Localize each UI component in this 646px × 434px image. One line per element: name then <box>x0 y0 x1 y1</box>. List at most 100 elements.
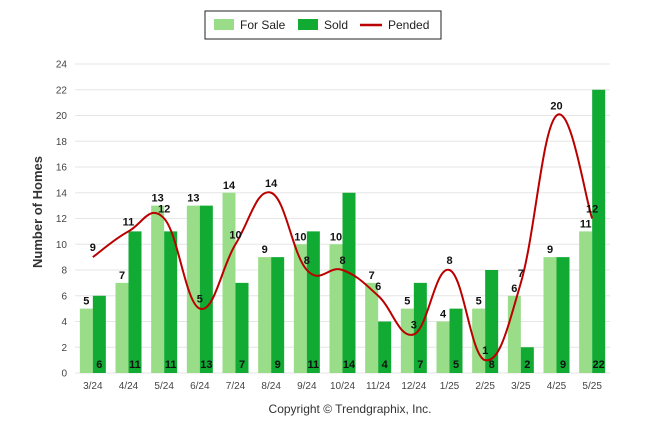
y-axis-label: Number of Homes <box>30 156 45 268</box>
bar-for-sale <box>400 308 414 373</box>
data-label-sold: 8 <box>489 359 495 371</box>
bar-sold <box>199 205 213 373</box>
bar-sold <box>128 231 142 373</box>
data-label-sold: 22 <box>593 359 605 371</box>
data-label-for-sale: 9 <box>262 244 268 256</box>
bar-for-sale <box>186 205 200 373</box>
legend-swatch-sold <box>298 19 318 30</box>
x-tick-label: 3/24 <box>83 381 103 392</box>
bar-sold <box>235 282 249 373</box>
data-label-pended: 10 <box>229 229 241 241</box>
bar-sold <box>556 257 570 373</box>
y-tick-label: 6 <box>61 291 67 302</box>
data-label-pended: 9 <box>90 242 96 254</box>
data-label-sold: 13 <box>200 359 212 371</box>
y-tick-label: 12 <box>56 214 68 225</box>
bar-for-sale <box>258 257 272 373</box>
bar-sold <box>485 270 499 373</box>
bar-for-sale <box>79 308 93 373</box>
bar-for-sale <box>579 231 593 373</box>
y-tick-label: 4 <box>61 317 67 328</box>
x-tick-label: 5/25 <box>582 381 602 392</box>
data-label-pended: 8 <box>304 255 310 267</box>
x-tick-label: 7/24 <box>226 381 246 392</box>
data-label-sold: 7 <box>417 359 423 371</box>
x-tick-label: 3/25 <box>511 381 531 392</box>
data-label-sold: 11 <box>308 359 320 371</box>
data-label-for-sale: 13 <box>152 193 164 205</box>
data-label-pended: 12 <box>586 204 598 216</box>
x-tick-label: 5/24 <box>154 381 174 392</box>
bar-for-sale <box>436 321 450 373</box>
y-tick-label: 8 <box>61 266 67 277</box>
data-label-pended: 14 <box>265 178 278 190</box>
data-label-pended: 6 <box>375 281 381 293</box>
data-label-for-sale: 4 <box>440 309 447 321</box>
data-label-sold: 9 <box>560 359 566 371</box>
line-pended <box>92 113 594 362</box>
bar-for-sale <box>151 205 165 373</box>
x-tick-label: 1/25 <box>440 381 460 392</box>
data-label-pended: 3 <box>411 319 417 331</box>
y-tick-label: 22 <box>56 85 68 96</box>
y-tick-label: 18 <box>56 137 68 148</box>
data-label-for-sale: 9 <box>547 244 553 256</box>
copyright: Copyright © Trendgraphix, Inc. <box>269 402 432 416</box>
data-label-sold: 2 <box>524 359 530 371</box>
data-label-pended: 8 <box>339 255 345 267</box>
bar-sold <box>271 257 285 373</box>
data-label-for-sale: 10 <box>330 231 342 243</box>
data-label-for-sale: 13 <box>187 193 199 205</box>
legend-label-sold: Sold <box>324 18 348 32</box>
data-label-pended: 11 <box>123 216 135 228</box>
x-tick-label: 2/25 <box>475 381 495 392</box>
y-tick-label: 10 <box>56 240 68 251</box>
data-label-for-sale: 6 <box>511 283 517 295</box>
x-tick-label: 12/24 <box>401 381 426 392</box>
data-label-pended: 8 <box>446 255 452 267</box>
y-tick-label: 14 <box>56 188 68 199</box>
data-label-sold: 9 <box>275 359 281 371</box>
x-tick-label: 4/24 <box>119 381 139 392</box>
data-label-for-sale: 14 <box>223 180 236 192</box>
data-label-for-sale: 5 <box>83 296 89 308</box>
data-label-for-sale: 5 <box>404 296 410 308</box>
y-tick-label: 16 <box>56 163 68 174</box>
data-label-sold: 6 <box>96 359 102 371</box>
bar-sold <box>92 295 106 373</box>
bar-sold <box>592 89 606 373</box>
data-label-for-sale: 11 <box>580 218 592 230</box>
bar-for-sale <box>543 257 557 373</box>
legend-box <box>204 10 442 40</box>
x-tick-label: 9/24 <box>297 381 317 392</box>
y-tick-label: 2 <box>61 343 67 354</box>
x-tick-label: 10/24 <box>330 381 355 392</box>
bar-sold <box>520 347 534 373</box>
x-tick-label: 11/24 <box>366 381 391 392</box>
data-label-sold: 11 <box>165 359 177 371</box>
bar-for-sale <box>293 244 307 373</box>
data-label-pended: 1 <box>482 345 488 357</box>
legend-label-for-sale: For Sale <box>240 18 286 32</box>
bar-for-sale <box>222 192 236 373</box>
y-tick-label: 0 <box>61 369 67 380</box>
data-label-sold: 11 <box>129 359 141 371</box>
bar-for-sale <box>115 282 129 373</box>
data-label-sold: 4 <box>382 359 389 371</box>
data-label-for-sale: 5 <box>476 296 482 308</box>
legend: For Sale Sold Pended <box>204 10 442 40</box>
y-tick-label: 20 <box>56 111 68 122</box>
bar-sold <box>378 321 392 373</box>
bar-sold <box>449 308 463 373</box>
data-label-for-sale: 7 <box>369 270 375 282</box>
bar-sold <box>164 231 178 373</box>
data-label-sold: 14 <box>343 359 356 371</box>
legend-label-pended: Pended <box>388 18 429 32</box>
data-label-sold: 7 <box>239 359 245 371</box>
x-tick-label: 4/25 <box>547 381 567 392</box>
data-label-pended: 7 <box>518 268 524 280</box>
data-label-sold: 5 <box>453 359 459 371</box>
bar-sold <box>342 192 356 373</box>
bar-for-sale <box>365 282 379 373</box>
data-label-for-sale: 10 <box>294 231 306 243</box>
